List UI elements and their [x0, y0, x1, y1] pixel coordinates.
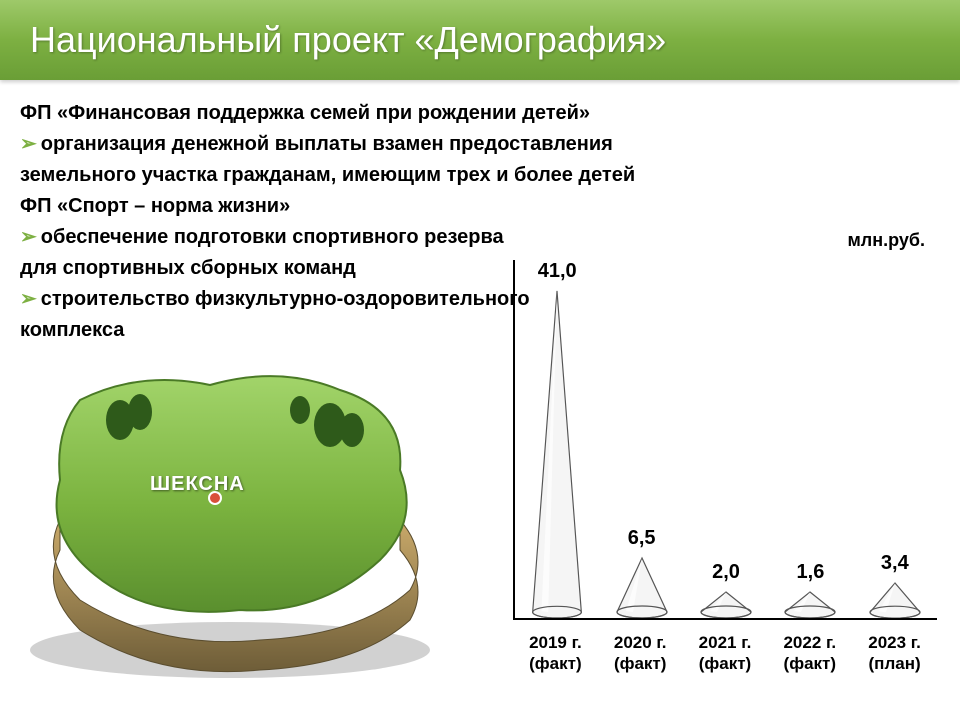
text-line-content: для спортивных сборных команд: [20, 257, 356, 279]
bullet-icon: ➢: [20, 288, 37, 310]
cone-row: 41,0 6,5 2,0 1,6 3,4: [515, 260, 937, 618]
cone-icon: [781, 590, 839, 618]
text-line-content: организация денежной выплаты взамен пред…: [41, 133, 613, 155]
cone-cell: 41,0: [515, 260, 599, 618]
text-line: ➢организация денежной выплаты взамен пре…: [20, 129, 940, 160]
title-bar: Национальный проект «Демография»: [0, 0, 960, 80]
cone-icon: [613, 556, 671, 618]
cone-icon: [866, 581, 924, 618]
x-axis-label: 2020 г.(факт): [598, 626, 683, 690]
text-line: ФП «Спорт – норма жизни»: [20, 191, 940, 222]
text-line-content: ФП «Спорт – норма жизни»: [20, 195, 290, 217]
map-illustration: ШЕКСНА: [0, 330, 460, 690]
text-line: земельного участка гражданам, имеющим тр…: [20, 160, 940, 191]
text-line-content: строительство физкультурно-оздоровительн…: [41, 288, 530, 310]
map-svg: ШЕКСНА: [0, 330, 460, 690]
cone-value-label: 6,5: [628, 527, 656, 550]
chart-plot-area: 41,0 6,5 2,0 1,6 3,4: [513, 260, 937, 620]
cone-value-label: 1,6: [797, 561, 825, 584]
cone-cell: 1,6: [768, 260, 852, 618]
x-axis-label: 2023 г.(план): [852, 626, 937, 690]
page-title: Национальный проект «Демография»: [30, 19, 666, 61]
x-axis-label: 2019 г.(факт): [513, 626, 598, 690]
chart-x-axis: 2019 г.(факт)2020 г.(факт)2021 г.(факт)2…: [513, 626, 937, 690]
cone-value-label: 2,0: [712, 561, 740, 584]
x-axis-label: 2022 г.(факт): [767, 626, 852, 690]
chart: млн.руб. 41,06,52,01,63,4 2019 г.(факт)2…: [505, 230, 945, 690]
cone-cell: 2,0: [684, 260, 768, 618]
chart-unit: млн.руб.: [847, 230, 925, 251]
cone-value-label: 3,4: [881, 552, 909, 575]
cone-icon: [528, 289, 586, 618]
map-label: ШЕКСНА: [150, 473, 245, 495]
text-line-content: земельного участка гражданам, имеющим тр…: [20, 164, 635, 186]
text-line: ФП «Финансовая поддержка семей при рожде…: [20, 98, 940, 129]
cone-cell: 3,4: [853, 260, 937, 618]
cone-icon: [697, 590, 755, 618]
bullet-icon: ➢: [20, 226, 37, 248]
text-line-content: обеспечение подготовки спортивного резер…: [41, 226, 504, 248]
text-line-content: ФП «Финансовая поддержка семей при рожде…: [20, 102, 590, 124]
bullet-icon: ➢: [20, 133, 37, 155]
cone-value-label: 41,0: [538, 260, 577, 283]
x-axis-label: 2021 г.(факт): [683, 626, 768, 690]
cone-cell: 6,5: [599, 260, 683, 618]
